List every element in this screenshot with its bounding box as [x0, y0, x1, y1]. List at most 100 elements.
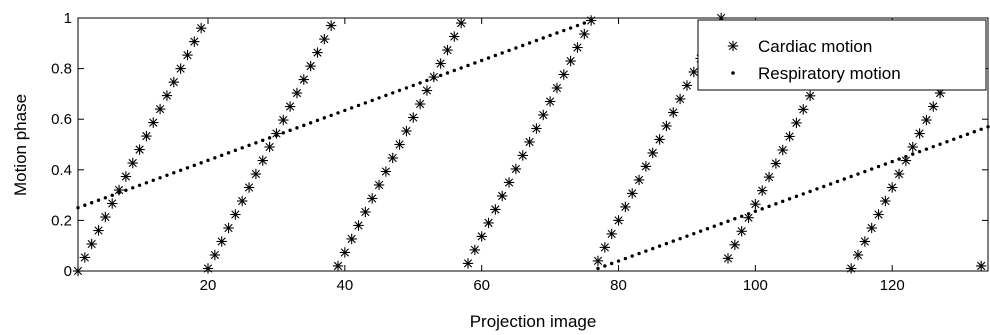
respiratory-point	[637, 251, 641, 256]
legend-cardiac-label: Cardiac motion	[758, 37, 872, 56]
axis-ticks: 20 40 60 80 100 120 0 0.2 0.4 0.6 0.8 1	[51, 10, 988, 294]
respiratory-point	[938, 142, 942, 146]
cardiac-point	[517, 150, 528, 161]
cardiac-point	[592, 255, 604, 267]
cardiac-point	[688, 66, 699, 78]
respiratory-point	[623, 256, 628, 261]
respiratory-point	[924, 147, 929, 151]
respiratory-point	[609, 261, 614, 266]
cardiac-point	[613, 215, 624, 226]
respiratory-point	[411, 83, 415, 88]
respiratory-point	[883, 162, 888, 166]
respiratory-point	[568, 26, 573, 30]
respiratory-point	[370, 98, 374, 103]
cardiac-point	[284, 101, 296, 112]
respiratory-point	[479, 58, 484, 63]
cardiac-point	[408, 112, 419, 123]
respiratory-point	[781, 199, 785, 204]
respiratory-point	[664, 241, 669, 246]
x-tick-label: 60	[473, 277, 490, 294]
cardiac-point	[873, 209, 884, 220]
cardiac-point	[237, 195, 248, 207]
respiratory-point	[103, 196, 108, 200]
respiratory-point	[603, 264, 607, 268]
cardiac-point	[907, 141, 918, 153]
cardiac-point	[107, 198, 118, 209]
cardiac-point	[298, 74, 309, 85]
respiratory-point	[548, 33, 552, 38]
respiratory-point	[527, 41, 532, 45]
respiratory-point	[828, 182, 833, 186]
respiratory-point	[671, 239, 675, 243]
cardiac-point	[674, 93, 686, 105]
respiratory-point	[233, 148, 238, 153]
respiratory-point	[692, 231, 696, 236]
respiratory-point	[562, 28, 566, 33]
respiratory-point	[822, 184, 826, 189]
cardiac-point	[360, 206, 371, 218]
cardiac-point	[784, 131, 795, 142]
respiratory-point	[343, 108, 347, 113]
respiratory-point	[493, 53, 498, 58]
cardiac-point	[791, 117, 802, 129]
respiratory-point	[589, 18, 593, 23]
cardiac-point	[770, 158, 782, 169]
cardiac-point	[900, 155, 912, 166]
respiratory-point	[172, 171, 176, 175]
legend-respiratory-label: Respiratory motion	[758, 64, 901, 83]
cardiac-point	[469, 244, 481, 256]
cardiac-point	[627, 188, 638, 199]
respiratory-point	[726, 219, 730, 223]
cardiac-point	[661, 120, 672, 132]
respiratory-point	[794, 194, 799, 199]
dot-icon	[731, 71, 735, 75]
respiratory-point	[760, 207, 764, 211]
respiratory-point	[965, 132, 970, 136]
respiratory-point	[438, 73, 443, 78]
cardiac-point	[161, 90, 173, 101]
cardiac-point	[483, 217, 494, 229]
cardiac-point	[510, 163, 522, 175]
respiratory-point	[459, 66, 463, 70]
cardiac-point	[264, 141, 275, 153]
respiratory-point	[432, 76, 436, 80]
respiratory-point	[945, 140, 949, 144]
respiratory-point	[288, 128, 292, 133]
y-tick-label: 0.4	[51, 162, 72, 179]
respiratory-point	[979, 127, 983, 131]
y-tick-label: 0.6	[51, 111, 72, 128]
respiratory-point	[651, 246, 655, 251]
cardiac-point	[845, 263, 857, 274]
cardiac-point	[312, 47, 323, 58]
x-tick-label: 40	[336, 277, 353, 294]
respiratory-point	[192, 163, 197, 168]
cardiac-point	[503, 177, 515, 188]
x-tick-label: 20	[200, 277, 217, 294]
respiratory-point	[931, 144, 935, 149]
cardiac-point	[798, 104, 809, 115]
respiratory-point	[582, 21, 587, 25]
respiratory-point	[698, 229, 703, 233]
respiratory-point	[774, 202, 778, 206]
respiratory-point	[685, 234, 689, 238]
cardiac-point	[230, 209, 241, 220]
respiratory-point	[384, 93, 388, 98]
cardiac-point	[750, 198, 761, 210]
cardiac-point	[859, 236, 871, 247]
respiratory-point	[329, 113, 333, 118]
respiratory-point	[110, 193, 114, 197]
respiratory-point	[876, 164, 881, 169]
cardiac-point	[195, 22, 207, 34]
respiratory-point	[863, 169, 867, 174]
cardiac-point	[887, 182, 898, 193]
respiratory-point	[308, 121, 313, 125]
respiratory-point	[377, 96, 381, 100]
respiratory-point	[521, 43, 525, 48]
cardiac-point	[544, 96, 556, 107]
respiratory-point	[185, 166, 190, 170]
cardiac-point	[93, 225, 104, 236]
x-tick-label: 80	[610, 277, 627, 294]
respiratory-point	[391, 91, 395, 95]
y-tick-label: 0.2	[51, 212, 72, 229]
cardiac-point	[497, 190, 508, 202]
